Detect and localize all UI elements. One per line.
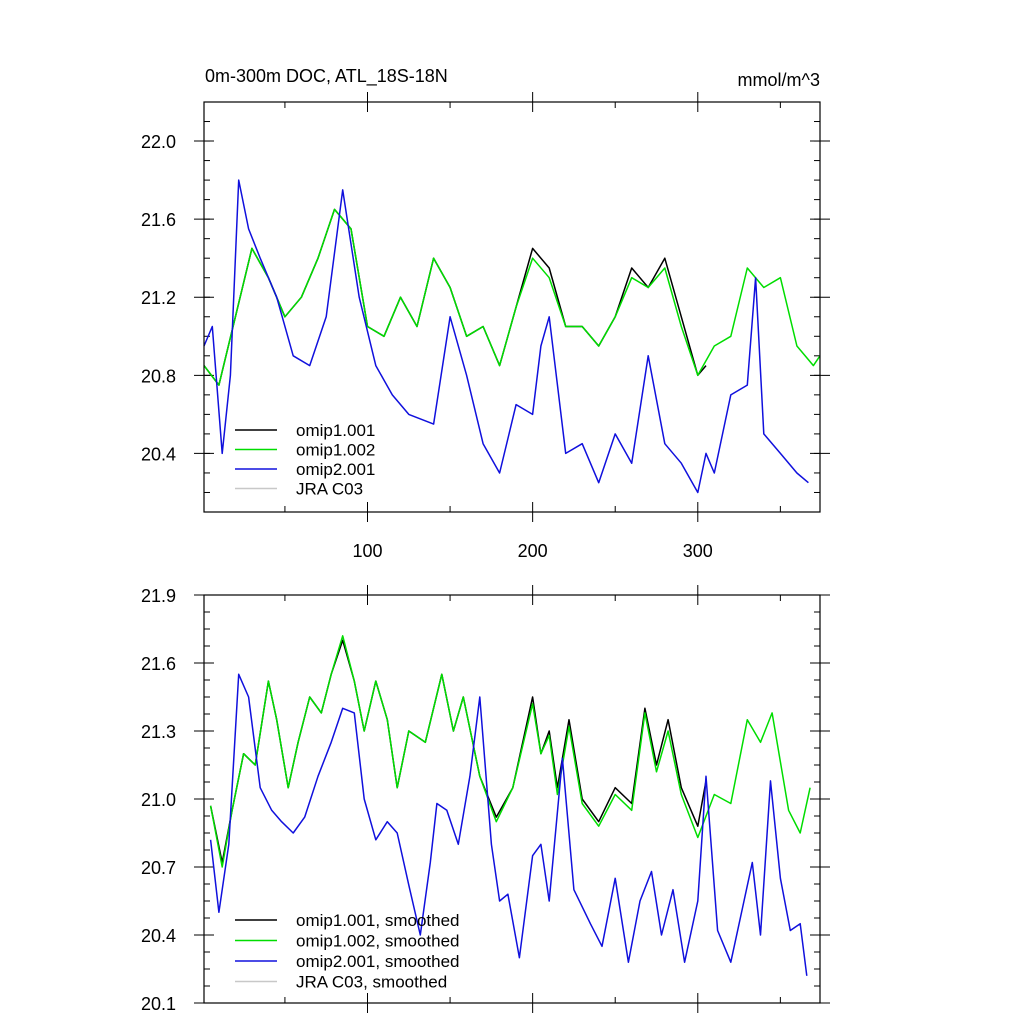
series-line-omip2-001-smoothed: [209, 673, 808, 976]
y-tick-label: 20.7: [141, 858, 176, 878]
legend-label: JRA C03, smoothed: [296, 973, 447, 992]
series-line-omip2-001: [203, 179, 809, 494]
x-tick-label: 200: [518, 541, 548, 561]
y-tick-label: 21.2: [141, 288, 176, 308]
series-line-omip1-001-smoothed: [209, 639, 707, 864]
bottom-panel-series: [209, 635, 811, 976]
legend-label: omip1.001: [296, 421, 375, 440]
series-line-omip1-001: [203, 208, 707, 386]
bottom-panel-tick-labels: 20.1 20.4 20.7 21.0 21.3 21.6 21.9: [141, 586, 176, 1014]
x-tick-label: 300: [683, 541, 713, 561]
legend-label: JRA C03: [296, 480, 363, 499]
y-tick-label: 21.3: [141, 722, 176, 742]
bottom-panel-legend: omip1.001, smoothed omip1.002, smoothedom…: [235, 911, 460, 992]
y-tick-label: 21.9: [141, 586, 176, 606]
bottom-panel: 20.1 20.4 20.7 21.0 21.3 21.6 21.9 omip1.001, …: [141, 585, 830, 1014]
y-tick-label: 21.6: [141, 654, 176, 674]
bottom-panel-frame: [203, 594, 821, 1004]
legend-label: omip2.001: [296, 460, 375, 479]
top-panel-units: mmol/m^3: [738, 70, 820, 90]
legend-label: omip2.001, smoothed: [296, 952, 460, 971]
top-panel-frame: [203, 101, 821, 513]
top-panel-title: 0m-300m DOC, ATL_18S-18N: [205, 66, 448, 87]
y-tick-label: 21.6: [141, 210, 176, 230]
y-tick-label: 20.4: [141, 444, 176, 464]
top-panel-tick-labels: 100 200 300 20.4 20.8 21.2 21.6 22.0: [141, 132, 713, 561]
y-tick-label: 20.1: [141, 994, 176, 1014]
series-line-omip1-002-smoothed: [209, 635, 811, 868]
top-panel-ticks: [194, 92, 830, 522]
x-tick-label: 100: [352, 541, 382, 561]
y-tick-label: 20.8: [141, 366, 176, 386]
legend-label: omip1.001, smoothed: [296, 911, 460, 930]
top-panel-series: [203, 179, 821, 494]
legend-label: omip1.002: [296, 441, 375, 460]
y-tick-label: 20.4: [141, 926, 176, 946]
y-tick-label: 22.0: [141, 132, 176, 152]
legend-label: omip1.002, smoothed: [296, 932, 460, 951]
series-line-omip1-002: [203, 208, 821, 386]
top-panel: 0m-300m DOC, ATL_18S-18N mmol/m^3 100 200…: [141, 66, 830, 561]
y-tick-label: 21.0: [141, 790, 176, 810]
bottom-panel-ticks: [194, 585, 830, 1013]
